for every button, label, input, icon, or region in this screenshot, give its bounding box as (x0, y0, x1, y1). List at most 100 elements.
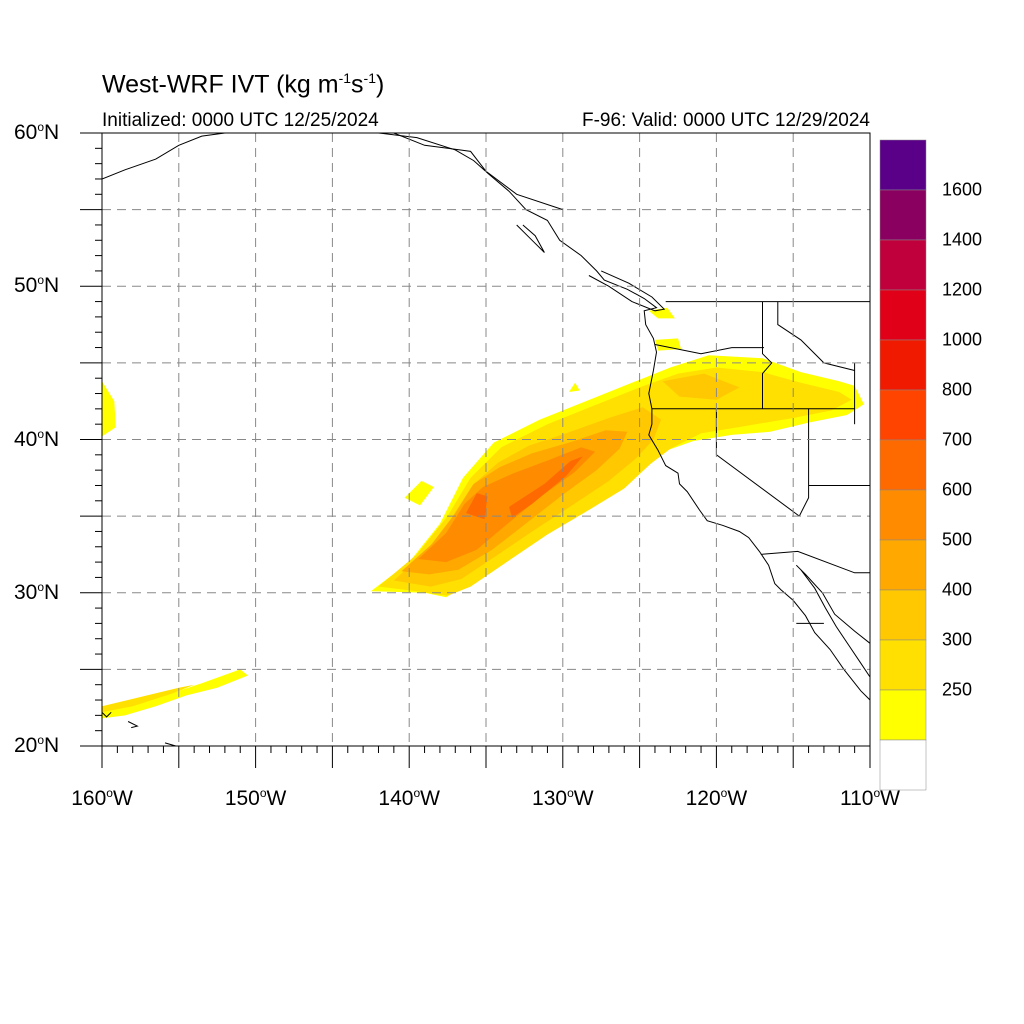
colorbar-label: 700 (942, 430, 972, 451)
ivt-patch-hawaii-inner (102, 684, 195, 713)
graticule (102, 133, 870, 746)
lat-tick-label: 50oN (14, 273, 59, 298)
axis-ticks (80, 132, 871, 768)
degree-sign: o (106, 786, 113, 800)
ivt-shading (102, 307, 864, 719)
degree-sign: o (259, 786, 267, 800)
lat-value: 50 (14, 274, 38, 298)
degree-sign: o (37, 579, 45, 594)
degree-sign: o (37, 426, 45, 441)
lat-value: 40 (14, 427, 38, 451)
title-exponent-2: -1 (363, 70, 376, 86)
valid-time: F-96: Valid: 0000 UTC 12/29/2024 (582, 110, 870, 131)
lon-tick-label: 140oW (378, 786, 440, 811)
mexico-border (760, 550, 870, 574)
lat-hemisphere: N (44, 121, 60, 144)
colorbar-label-text: 1400 (942, 229, 983, 250)
lon-tick-label: 150oW (225, 786, 287, 811)
lat-value: 30 (14, 580, 38, 604)
lat-tick-label: 30oN (14, 580, 59, 605)
degree-sign: o (37, 120, 45, 134)
lat-hemisphere: N (44, 427, 60, 451)
hawaii-main (102, 711, 112, 718)
colorbar-label: 400 (942, 580, 972, 601)
colorbar-segment (879, 739, 927, 791)
colorbar-segment (879, 239, 927, 291)
lat-hemisphere: N (44, 580, 60, 604)
degree-sign: o (37, 273, 45, 288)
lat-hemisphere: N (44, 734, 60, 757)
ivt-patch-hawaii (102, 669, 248, 719)
colorbar-segment (879, 539, 927, 591)
colorbar-label-text: 500 (942, 529, 973, 550)
lon-hemisphere: W (880, 787, 900, 810)
degree-sign: o (720, 786, 728, 800)
ivt-patch-offshore (404, 480, 434, 506)
ivt-patch-west-edge (102, 381, 116, 437)
title-unit-s: s (351, 70, 364, 99)
lon-hemisphere: W (112, 787, 133, 810)
colorbar (879, 139, 927, 791)
haida-gwaii (516, 224, 545, 253)
aleutian-coast (102, 133, 225, 180)
lon-tick-label: 160oW (71, 786, 133, 811)
colorbar-segment (879, 639, 927, 691)
title-close-paren: ) (375, 70, 385, 99)
title-text: West-WRF IVT (kg m (102, 70, 339, 99)
colorbar-segment (879, 689, 927, 741)
colorbar-segment (879, 339, 927, 391)
gulf-of-california-coast (795, 564, 870, 678)
initialized-time: Initialized: 0000 UTC 12/25/2024 (102, 110, 379, 131)
lon-hemisphere: W (573, 787, 594, 810)
lon-hemisphere: W (420, 787, 440, 810)
lon-value: 110 (840, 787, 874, 810)
degree-sign: o (873, 786, 881, 800)
lat-tick-label: 60oN (14, 120, 59, 145)
colorbar-segment (879, 389, 927, 441)
title-exponent-1: -1 (338, 70, 352, 86)
colorbar-label-text: 800 (942, 379, 973, 400)
idaho-border (762, 301, 773, 409)
lat-value: 20 (14, 734, 38, 757)
colorbar-segment (879, 439, 927, 491)
colorbar-label-text: 1200 (942, 279, 983, 300)
ivt-patch-oregon (655, 338, 682, 351)
colorbar-segment (879, 589, 927, 641)
colorbar-label-text: 1000 (942, 329, 983, 350)
vancouver-island (588, 270, 666, 312)
colorbar-segment (879, 139, 927, 191)
colorbar-label: 1600 (942, 180, 982, 201)
lat-value: 60 (14, 121, 38, 144)
lon-hemisphere: W (727, 787, 748, 810)
ivt-patch-north-blob (568, 382, 580, 392)
lon-value: 120 (685, 787, 721, 810)
nevada-utah-border (798, 408, 810, 517)
alaska-canada-border (393, 133, 563, 211)
colorbar-label: 1200 (942, 280, 982, 301)
north-america-coast (332, 133, 870, 701)
montana-border (777, 301, 855, 371)
hawaii-big-island (164, 742, 177, 746)
colorbar-label: 600 (942, 480, 972, 501)
lat-tick-label: 40oN (14, 427, 59, 452)
hawaii-oahu (127, 721, 139, 729)
colorbar-label: 250 (942, 680, 972, 701)
colorbar-label: 300 (942, 630, 972, 651)
lat-tick-label: 20oN (14, 733, 59, 758)
lon-hemisphere: W (266, 787, 287, 810)
ivt-band-700b (509, 456, 583, 518)
ivt-band-700 (466, 493, 488, 520)
lat-hemisphere: N (44, 274, 60, 298)
lon-tick-label: 110oW (840, 786, 900, 811)
colorbar-label: 1000 (942, 330, 982, 351)
lon-value: 130 (532, 787, 568, 810)
colorbar-label: 500 (942, 530, 972, 551)
ivt-band-400-inland (662, 373, 740, 400)
colorbar-segment (879, 189, 927, 241)
colorbar-label-text: 300 (942, 629, 973, 650)
lon-tick-label: 130oW (532, 786, 594, 811)
colorbar-label: 1400 (942, 230, 982, 251)
lon-value: 140 (378, 787, 414, 810)
degree-sign: o (413, 786, 421, 800)
ivt-band-600 (418, 447, 596, 563)
